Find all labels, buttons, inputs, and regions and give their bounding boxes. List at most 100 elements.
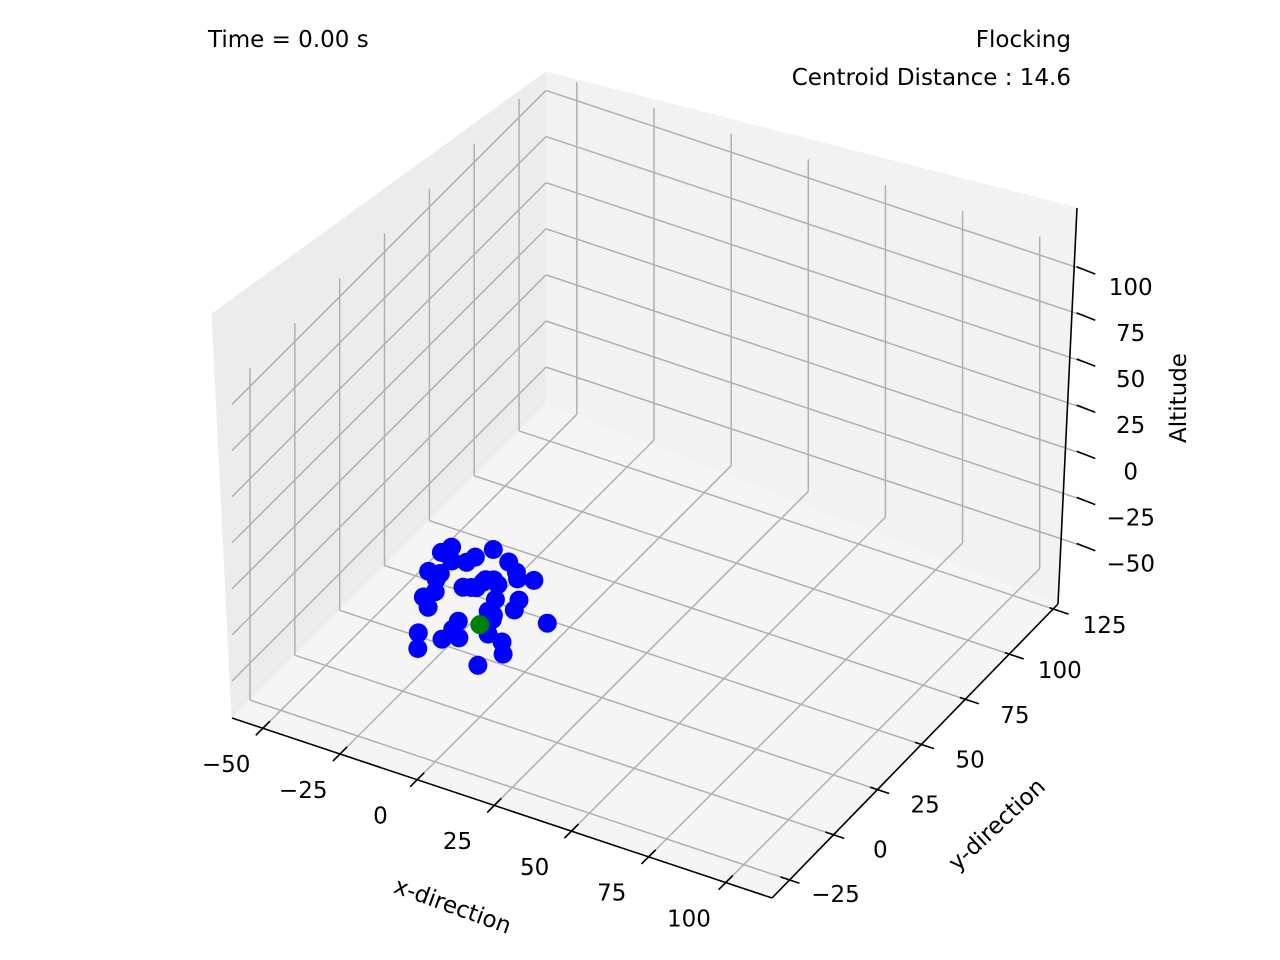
boid-point [493,644,513,664]
z-tick [1076,450,1096,460]
axes-ticks: −50−250255075100−250255075100125−50−2502… [202,266,1155,932]
boid-point [466,578,486,598]
z-grid-back [545,181,1087,364]
y-tick [959,696,980,705]
boid-point [430,564,450,583]
z-grid-back [545,274,1087,456]
boid-point [418,597,438,617]
boid-point [431,542,451,562]
x-tick [563,823,580,839]
boid-point [506,562,526,582]
y-grid-floor [518,430,1060,612]
boid-point [465,547,485,567]
x-tick [409,772,425,788]
x-tick-label: 50 [520,855,549,881]
x-tick-label: −25 [279,778,328,804]
z-tick [1076,542,1096,552]
axes-panes [211,71,1078,899]
y-tick-label: 0 [873,837,888,863]
y-tick-label: −25 [811,882,860,908]
z-grid-left [231,366,547,682]
x-axis-label: x-direction [390,873,514,939]
x-tick-label: 100 [667,906,711,932]
x-axis-line [231,717,773,899]
z-tick-label: 0 [1123,459,1138,485]
boid-point [488,575,508,595]
boid-point [485,590,505,609]
y-tick [914,741,935,750]
z-tick [1076,404,1096,414]
y-tick [1049,606,1069,615]
z-grid-left [231,320,547,636]
y-grid-floor [249,699,791,881]
y-axis-label: y-direction [944,774,1051,876]
x-tick [718,874,734,891]
z-axis-label: Altitude [1166,353,1192,443]
boid-point [408,623,428,643]
z-tick-label: 25 [1116,413,1145,439]
z-grid-back [545,228,1087,410]
z-grid-left [231,182,547,498]
z-tick [1076,312,1096,321]
x-tick [255,720,271,736]
time-text: Time = 0.00 s [207,27,369,53]
y-grid-floor [429,519,970,702]
y-tick-label: 25 [911,793,940,819]
swarm-points [408,537,557,675]
x-tick-label: 0 [373,804,388,830]
z-grid-back [545,89,1087,272]
target-point [470,615,490,635]
y-tick-label: 50 [955,748,984,774]
centroid-distance-text: Centroid Distance : 14.6 [792,65,1071,91]
z-tick [1076,496,1096,506]
z-tick [1076,266,1096,275]
y-tick-label: 100 [1038,658,1082,684]
boid-point [443,619,463,639]
boid-point [408,639,428,658]
y-tick-label: 125 [1083,613,1127,639]
boid-point [504,600,524,620]
y-tick [1004,651,1024,660]
x-tick-label: 75 [597,881,626,907]
y-tick-label: 75 [1000,703,1029,729]
mode-text: Flocking [976,27,1071,53]
x-grid-floor [493,490,809,806]
z-grid-left [231,89,547,405]
z-tick-label: 100 [1109,275,1153,301]
x-grid-floor [570,516,886,832]
z-grid-back [545,135,1087,318]
boid-point [537,613,557,633]
z-grid-back [545,320,1087,502]
boid-point [425,582,445,602]
y-grid-floor [473,475,1015,657]
x-tick [332,746,348,762]
axes-lines [231,207,1078,899]
y-tick [825,831,845,840]
y-tick [869,786,890,795]
z-tick-label: −50 [1106,552,1155,578]
boid-point [483,540,503,559]
y-tick [780,876,800,884]
z-grid-left [231,228,547,544]
z-grid-left [231,274,547,590]
boid-point [468,655,488,675]
x-tick-label: −50 [202,752,251,778]
x-tick [640,849,657,865]
x-grid-floor [725,568,1041,884]
z-tick-label: 75 [1116,321,1145,347]
x-grid-floor [416,465,732,781]
z-grid-left [231,136,547,452]
x-tick-label: 25 [443,829,472,855]
boid-point [524,570,544,590]
x-tick [486,797,502,814]
y-axis-line [771,603,1059,899]
z-tick-label: −25 [1106,506,1155,532]
y-grid-floor [294,654,836,836]
z-axis-line [1057,207,1078,605]
z-tick [1076,358,1096,368]
y-grid-floor [339,609,880,792]
z-tick-label: 50 [1116,367,1145,393]
x-grid-floor [648,542,964,858]
z-grid-back [545,366,1087,548]
